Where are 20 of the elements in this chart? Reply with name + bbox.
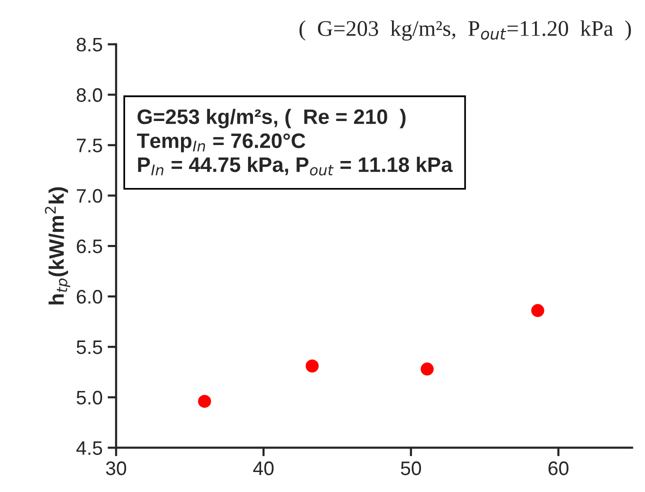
x-tick-label: 60: [548, 461, 568, 476]
chart-title: ( G=203 kg/m²s, P$_{out}$=11.20 kPa ): [300, 20, 631, 41]
y-tick-label: 8.5: [76, 38, 102, 52]
text: G=253 kg/m²s, ( Re = 210 ) Temp$_{In}$ = 76.20°C P$_{In}$ = 44.75 kPa, P$_{out}$ = 11.18 kPa: [136, 108, 453, 176]
y-tick-label: 5.0: [76, 390, 102, 405]
y-tick-label: 6.0: [76, 290, 102, 304]
point: [306, 360, 319, 373]
y-axis-title: h$_{tp}$(kW/m$^{2}$k): [44, 187, 70, 304]
x-tick-label: 50: [400, 461, 422, 476]
x-tick-label: 40: [253, 461, 274, 476]
point: [198, 394, 212, 408]
point: [420, 362, 434, 376]
y-tick-label: 5.5: [76, 340, 102, 354]
y-tick-label: 7.0: [76, 189, 102, 203]
y-tick-label: 7.5: [76, 138, 102, 152]
point: [531, 304, 544, 318]
y-tick-label: 6.5: [76, 239, 102, 254]
y-tick-label: 8.0: [76, 88, 102, 102]
y-tick-label: 4.5: [76, 441, 102, 455]
x-tick-label: 30: [106, 461, 126, 476]
